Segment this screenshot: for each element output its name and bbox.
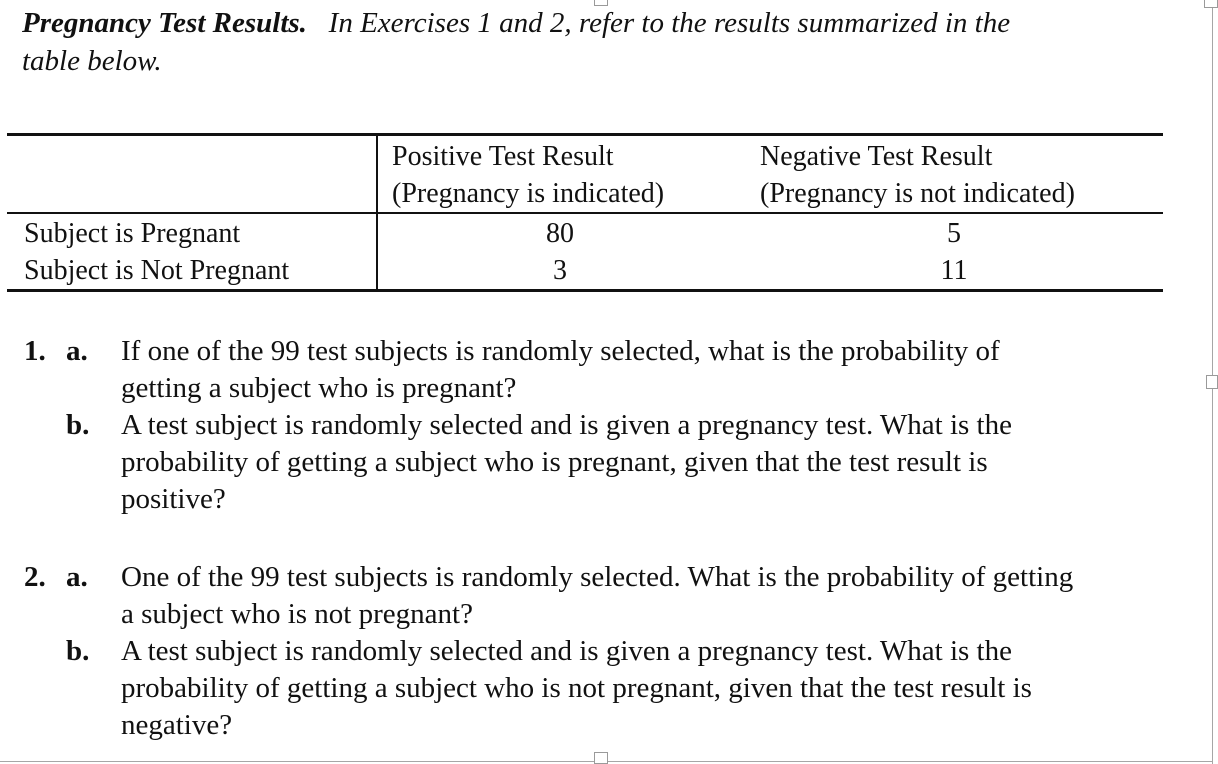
table-cell: 11 [940, 255, 968, 286]
text-line: If one of the 99 test subjects is random… [121, 335, 1000, 367]
column-header-negative: Negative Test Result [760, 141, 993, 172]
part-letter: b. [66, 409, 90, 441]
heading-intro-cont: table below. [22, 45, 162, 77]
table-bottom-rule [7, 289, 1163, 292]
resize-handle-top[interactable] [594, 0, 608, 6]
heading-title: Pregnancy Test Results. [22, 7, 307, 39]
table-header-rule [7, 212, 1163, 214]
text-line: A test subject is randomly selected and … [121, 409, 1012, 441]
text-line: positive? [121, 483, 226, 515]
text-line: negative? [121, 709, 233, 741]
row-label-not-pregnant: Subject is Not Pregnant [24, 255, 290, 286]
table-cell: 3 [553, 255, 567, 286]
exercise-number: 2. [24, 561, 46, 593]
heading-intro: In Exercises 1 and 2, refer to the resul… [328, 7, 1011, 39]
resize-handle-top-right[interactable] [1204, 0, 1218, 8]
table-top-rule [7, 133, 1163, 136]
exercise-2a-text: One of the 99 test subjects is randomly … [121, 559, 1201, 633]
row-label-pregnant: Subject is Pregnant [24, 218, 241, 249]
resize-handle-bottom[interactable] [594, 752, 608, 764]
section-heading: Pregnancy Test Results. In Exercises 1 a… [22, 4, 1172, 80]
text-line: A test subject is randomly selected and … [121, 635, 1012, 667]
part-letter: a. [66, 335, 88, 367]
column-header-positive: Positive Test Result [392, 141, 614, 172]
part-letter: a. [66, 561, 88, 593]
table-column-divider [376, 135, 378, 291]
table-cell: 80 [546, 218, 574, 249]
exercise-1a-text: If one of the 99 test subjects is random… [121, 333, 1201, 407]
part-letter: b. [66, 635, 90, 667]
text-line: getting a subject who is pregnant? [121, 372, 517, 404]
table-cell: 5 [947, 218, 961, 249]
column-subheader-negative: (Pregnancy is not indicated) [760, 178, 1075, 209]
text-line: probability of getting a subject who is … [121, 672, 1032, 704]
text-line: probability of getting a subject who is … [121, 446, 988, 478]
exercise-1b-text: A test subject is randomly selected and … [121, 407, 1201, 518]
text-line: a subject who is not pregnant? [121, 598, 473, 630]
text-line: One of the 99 test subjects is randomly … [121, 561, 1074, 593]
exercise-2b-text: A test subject is randomly selected and … [121, 633, 1201, 744]
exercise-number: 1. [24, 335, 46, 367]
resize-handle-right[interactable] [1206, 375, 1218, 389]
column-subheader-positive: (Pregnancy is indicated) [392, 178, 665, 209]
